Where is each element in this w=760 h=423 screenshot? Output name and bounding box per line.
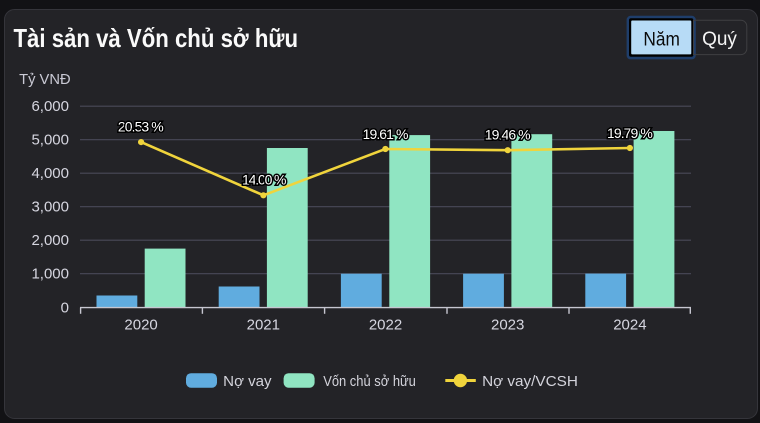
svg-text:20.53 %: 20.53 %	[118, 118, 164, 134]
svg-text:Quý: Quý	[702, 29, 737, 50]
svg-text:19.79 %: 19.79 %	[607, 125, 653, 141]
svg-text:Tài sản và Vốn chủ sở hữu: Tài sản và Vốn chủ sở hữu	[14, 23, 299, 53]
svg-text:Nợ vay: Nợ vay	[223, 373, 272, 390]
svg-text:2021: 2021	[247, 317, 280, 334]
svg-text:5,000: 5,000	[31, 131, 69, 148]
svg-text:6,000: 6,000	[31, 98, 69, 115]
svg-text:Nợ vay/VCSH: Nợ vay/VCSH	[482, 373, 578, 390]
svg-text:0: 0	[61, 299, 69, 316]
svg-text:1,000: 1,000	[31, 265, 69, 282]
svg-text:19.61 %: 19.61 %	[363, 126, 409, 142]
svg-text:2,000: 2,000	[31, 232, 69, 249]
svg-text:14.00 %: 14.00 %	[242, 172, 287, 188]
svg-text:4,000: 4,000	[31, 165, 69, 182]
svg-text:2024: 2024	[613, 317, 646, 334]
svg-text:Năm: Năm	[643, 29, 680, 50]
svg-text:2020: 2020	[124, 317, 157, 334]
svg-text:2022: 2022	[369, 317, 402, 334]
svg-text:3,000: 3,000	[31, 198, 69, 215]
svg-text:2023: 2023	[491, 317, 524, 334]
svg-text:Tỷ VNĐ: Tỷ VNĐ	[19, 71, 71, 88]
svg-text:19.46 %: 19.46 %	[485, 127, 531, 143]
svg-text:Vốn chủ sở hữu: Vốn chủ sở hữu	[323, 373, 416, 390]
